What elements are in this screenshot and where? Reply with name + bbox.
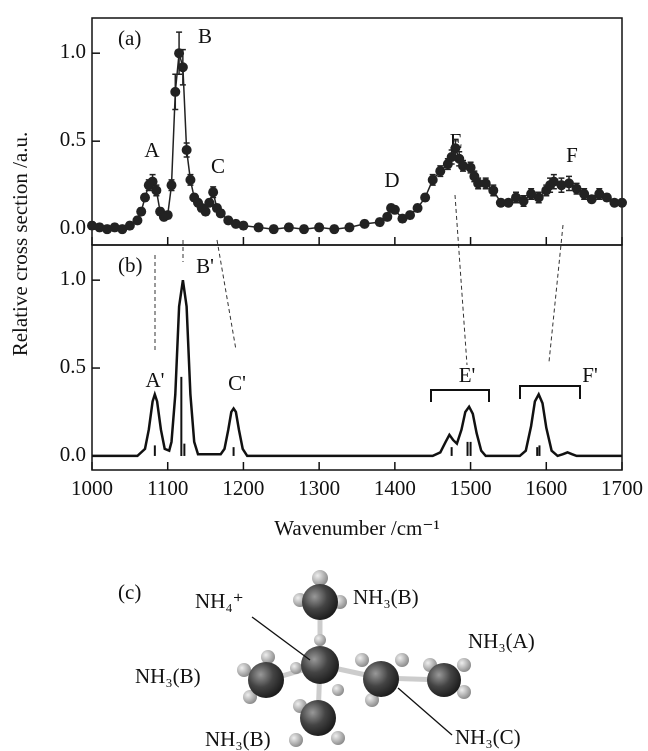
data-point bbox=[163, 210, 173, 220]
brackets bbox=[431, 386, 580, 402]
x-tick-label: 1400 bbox=[374, 476, 416, 500]
molecule-label: NH₃(A) bbox=[468, 629, 535, 653]
peak-label: C' bbox=[228, 371, 246, 395]
data-point bbox=[151, 185, 161, 195]
data-point bbox=[481, 178, 491, 188]
data-point bbox=[519, 196, 529, 206]
data-point bbox=[617, 198, 627, 208]
y-tick-label: 0.0 bbox=[60, 215, 86, 239]
peak-label: A' bbox=[146, 368, 165, 392]
data-point bbox=[413, 203, 423, 213]
data-point bbox=[344, 222, 354, 232]
data-point bbox=[269, 224, 279, 234]
data-point bbox=[216, 208, 226, 218]
plot-frame bbox=[92, 18, 622, 245]
data-point bbox=[428, 175, 438, 185]
data-point bbox=[534, 192, 544, 202]
data-point bbox=[299, 224, 309, 234]
data-point bbox=[238, 221, 248, 231]
peak-label: B' bbox=[196, 254, 214, 278]
data-point bbox=[208, 187, 218, 197]
data-point bbox=[329, 224, 339, 234]
peak-label: A bbox=[144, 138, 160, 162]
spectrum-line bbox=[92, 280, 622, 456]
y-tick-label: 0.0 bbox=[60, 442, 86, 466]
figure: (c) NH₄⁺ NH₃(B) NH₃(A) NH₃(B) NH₃(B) NH₃… bbox=[0, 0, 648, 751]
data-point bbox=[360, 219, 370, 229]
data-point bbox=[314, 222, 324, 232]
data-point bbox=[254, 222, 264, 232]
peak-label: F bbox=[566, 143, 578, 167]
data-point bbox=[390, 205, 400, 215]
data-point bbox=[201, 207, 211, 217]
data-point bbox=[382, 212, 392, 222]
data-point bbox=[170, 87, 180, 97]
panel-label: (b) bbox=[118, 253, 143, 277]
data-line bbox=[92, 53, 622, 229]
molecule-label: NH₄⁺ bbox=[195, 589, 244, 613]
peak-label: E' bbox=[459, 363, 476, 387]
data-point bbox=[136, 207, 146, 217]
peak-label: C bbox=[211, 154, 225, 178]
x-tick-label: 1200 bbox=[222, 476, 264, 500]
data-point bbox=[284, 222, 294, 232]
x-tick-label: 1100 bbox=[147, 476, 188, 500]
data-point bbox=[405, 210, 415, 220]
data-point bbox=[420, 192, 430, 202]
x-axis-label: Wavenumber /cm⁻¹ bbox=[274, 516, 440, 540]
data-point bbox=[435, 166, 445, 176]
page: {"chart_data": [ {"type": "scatter", "pa… bbox=[0, 0, 648, 751]
molecule-label: NH₃(B) bbox=[205, 727, 271, 751]
x-tick-label: 1600 bbox=[525, 476, 567, 500]
correlation-lines bbox=[155, 195, 563, 365]
peak-label: B bbox=[198, 24, 212, 48]
y-tick-label: 1.0 bbox=[60, 266, 86, 290]
x-tick-label: 1700 bbox=[601, 476, 643, 500]
data-point bbox=[182, 145, 192, 155]
molecule-label: NH₃(C) bbox=[455, 725, 521, 749]
data-point bbox=[488, 185, 498, 195]
panel-label: (a) bbox=[118, 26, 141, 50]
data-point bbox=[132, 215, 142, 225]
data-point bbox=[167, 180, 177, 190]
molecule-label: NH₃(B) bbox=[353, 585, 419, 609]
data-point bbox=[178, 62, 188, 72]
y-axis-label: Relative cross section /a.u. bbox=[8, 132, 32, 357]
x-tick-label: 1500 bbox=[450, 476, 492, 500]
y-tick-label: 0.5 bbox=[60, 354, 86, 378]
molecule-label: NH₃(B) bbox=[135, 664, 201, 688]
peak-label: D bbox=[384, 168, 399, 192]
panel-label: (c) bbox=[118, 580, 141, 604]
x-tick-label: 1000 bbox=[71, 476, 113, 500]
peak-label: F' bbox=[582, 363, 597, 387]
x-tick-label: 1300 bbox=[298, 476, 340, 500]
data-point bbox=[185, 175, 195, 185]
y-tick-label: 1.0 bbox=[60, 39, 86, 63]
data-point bbox=[140, 192, 150, 202]
y-tick-label: 0.5 bbox=[60, 127, 86, 151]
